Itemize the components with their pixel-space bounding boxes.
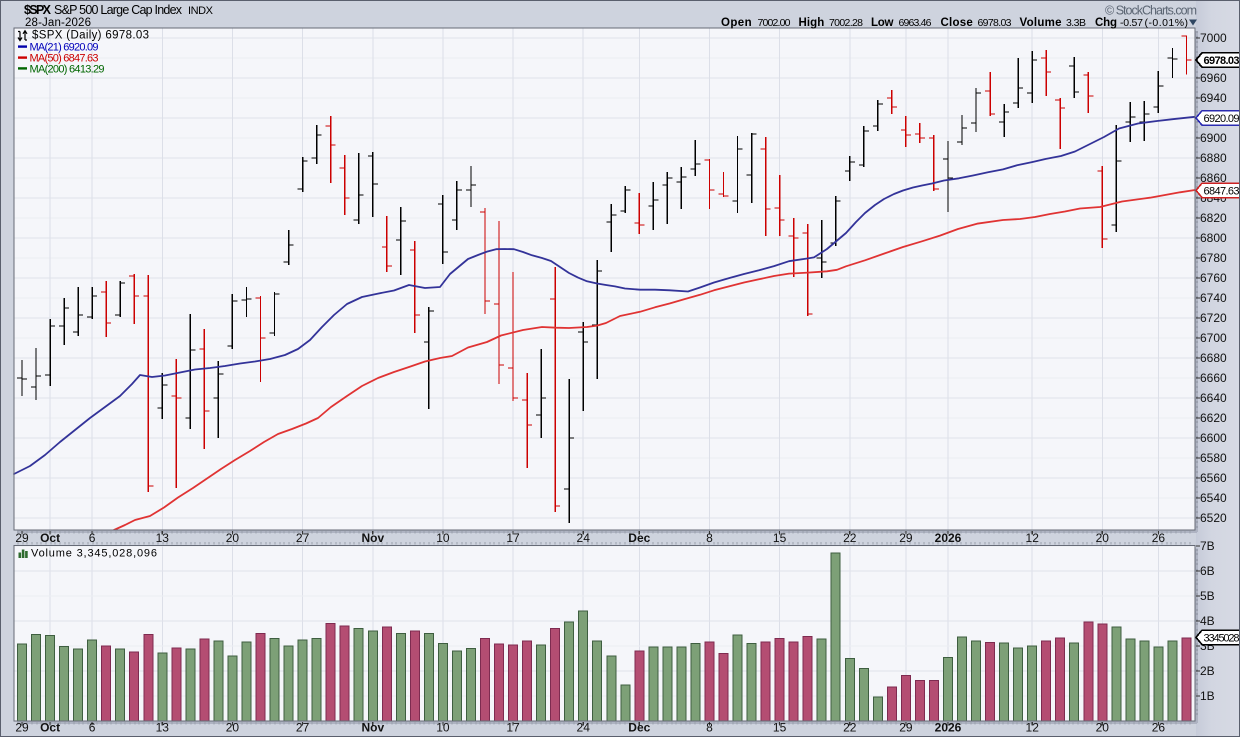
svg-text:27: 27 — [296, 531, 310, 545]
svg-text:Volume 3,345,028,096: Volume 3,345,028,096 — [31, 548, 157, 560]
svg-text:6660: 6660 — [1200, 371, 1227, 385]
svg-text:6700: 6700 — [1200, 331, 1227, 345]
svg-text:20: 20 — [226, 531, 240, 545]
svg-text:6940: 6940 — [1200, 91, 1227, 105]
svg-text:20: 20 — [1096, 531, 1110, 545]
svg-text:7000: 7000 — [1200, 31, 1227, 45]
svg-text:6640: 6640 — [1200, 391, 1227, 405]
svg-text:20: 20 — [226, 721, 240, 735]
svg-text:22: 22 — [843, 531, 857, 545]
svg-text:6900: 6900 — [1200, 131, 1227, 145]
svg-text:6540: 6540 — [1200, 491, 1227, 505]
svg-text:13: 13 — [156, 531, 170, 545]
svg-text:Close: Close — [941, 17, 973, 29]
svg-text:8: 8 — [706, 531, 713, 545]
svg-text:6960: 6960 — [1200, 71, 1227, 85]
svg-text:$SPX (Daily) 6978.03: $SPX (Daily) 6978.03 — [32, 30, 149, 42]
svg-text:Volume: Volume — [1020, 17, 1062, 29]
svg-text:Dec: Dec — [628, 721, 650, 735]
svg-text:6847.63: 6847.63 — [1204, 185, 1240, 197]
svg-text:6920.09: 6920.09 — [1204, 113, 1240, 125]
svg-text:6740: 6740 — [1200, 291, 1227, 305]
svg-text:17: 17 — [506, 531, 520, 545]
svg-text:6520: 6520 — [1200, 511, 1227, 525]
svg-text:7002.00: 7002.00 — [758, 17, 791, 29]
svg-text:MA(21) 6920.09: MA(21) 6920.09 — [30, 42, 99, 54]
svg-text:7002.28: 7002.28 — [829, 17, 863, 29]
svg-text:29: 29 — [899, 721, 913, 735]
svg-text:Nov: Nov — [361, 531, 384, 545]
svg-text:27: 27 — [296, 721, 310, 735]
svg-text:29: 29 — [15, 531, 29, 545]
svg-text:6978.03: 6978.03 — [978, 17, 1012, 29]
svg-text:(-0.01%): (-0.01%) — [1145, 17, 1189, 29]
svg-text:6720: 6720 — [1200, 311, 1227, 325]
svg-text:6860: 6860 — [1200, 171, 1227, 185]
svg-text:-0.57: -0.57 — [1120, 17, 1143, 29]
svg-text:2026: 2026 — [935, 721, 962, 735]
svg-text:6: 6 — [89, 721, 96, 735]
svg-text:6580: 6580 — [1200, 451, 1227, 465]
svg-text:Low: Low — [871, 17, 894, 29]
svg-text:8: 8 — [706, 721, 713, 735]
svg-text:10: 10 — [436, 531, 450, 545]
svg-text:Chg: Chg — [1095, 17, 1117, 29]
svg-text:12: 12 — [1026, 721, 1040, 735]
svg-text:2026: 2026 — [935, 531, 962, 545]
svg-text:6880: 6880 — [1200, 151, 1227, 165]
svg-text:6963.46: 6963.46 — [899, 17, 932, 29]
svg-text:12: 12 — [1026, 531, 1040, 545]
svg-text:$SPX: $SPX — [24, 3, 52, 17]
svg-text:© StockCharts.com: © StockCharts.com — [1105, 4, 1197, 18]
svg-text:10: 10 — [436, 721, 450, 735]
svg-text:29: 29 — [899, 531, 913, 545]
svg-text:6760: 6760 — [1200, 271, 1227, 285]
svg-text:6600: 6600 — [1200, 431, 1227, 445]
svg-text:Nov: Nov — [361, 721, 384, 735]
svg-text:29: 29 — [15, 721, 29, 735]
svg-text:Open: Open — [721, 17, 752, 29]
svg-text:3.3B: 3.3B — [1066, 17, 1086, 29]
svg-text:Oct: Oct — [40, 531, 60, 545]
svg-text:S&P 500 Large Cap Index: S&P 500 Large Cap Index — [54, 3, 183, 17]
svg-text:28-Jan-2026: 28-Jan-2026 — [25, 17, 91, 29]
svg-text:Dec: Dec — [628, 531, 650, 545]
svg-text:6620: 6620 — [1200, 411, 1227, 425]
svg-text:6: 6 — [89, 531, 96, 545]
svg-text:13: 13 — [156, 721, 170, 735]
svg-text:5B: 5B — [1200, 589, 1215, 603]
svg-text:4B: 4B — [1200, 614, 1215, 628]
svg-text:17: 17 — [506, 721, 520, 735]
svg-text:7B: 7B — [1200, 539, 1215, 553]
svg-text:High: High — [799, 17, 825, 29]
svg-text:26: 26 — [1152, 721, 1166, 735]
svg-text:INDX: INDX — [188, 5, 214, 17]
svg-text:15: 15 — [773, 531, 787, 545]
svg-text:24: 24 — [577, 721, 591, 735]
svg-text:3345028: 3345028 — [1204, 632, 1240, 644]
svg-text:20: 20 — [1096, 721, 1110, 735]
svg-text:6800: 6800 — [1200, 231, 1227, 245]
svg-text:6B: 6B — [1200, 564, 1215, 578]
svg-text:1B: 1B — [1200, 689, 1215, 703]
svg-text:6978.03: 6978.03 — [1204, 55, 1240, 67]
svg-text:26: 26 — [1152, 531, 1166, 545]
svg-text:22: 22 — [843, 721, 857, 735]
svg-text:MA(200) 6413.29: MA(200) 6413.29 — [30, 63, 105, 75]
svg-text:MA(50) 6847.63: MA(50) 6847.63 — [30, 53, 99, 65]
svg-text:2B: 2B — [1200, 664, 1215, 678]
svg-text:15: 15 — [773, 721, 787, 735]
svg-text:Oct: Oct — [40, 721, 60, 735]
svg-text:6780: 6780 — [1200, 251, 1227, 265]
svg-text:6560: 6560 — [1200, 471, 1227, 485]
svg-text:6820: 6820 — [1200, 211, 1227, 225]
svg-text:6680: 6680 — [1200, 351, 1227, 365]
svg-text:24: 24 — [577, 531, 591, 545]
